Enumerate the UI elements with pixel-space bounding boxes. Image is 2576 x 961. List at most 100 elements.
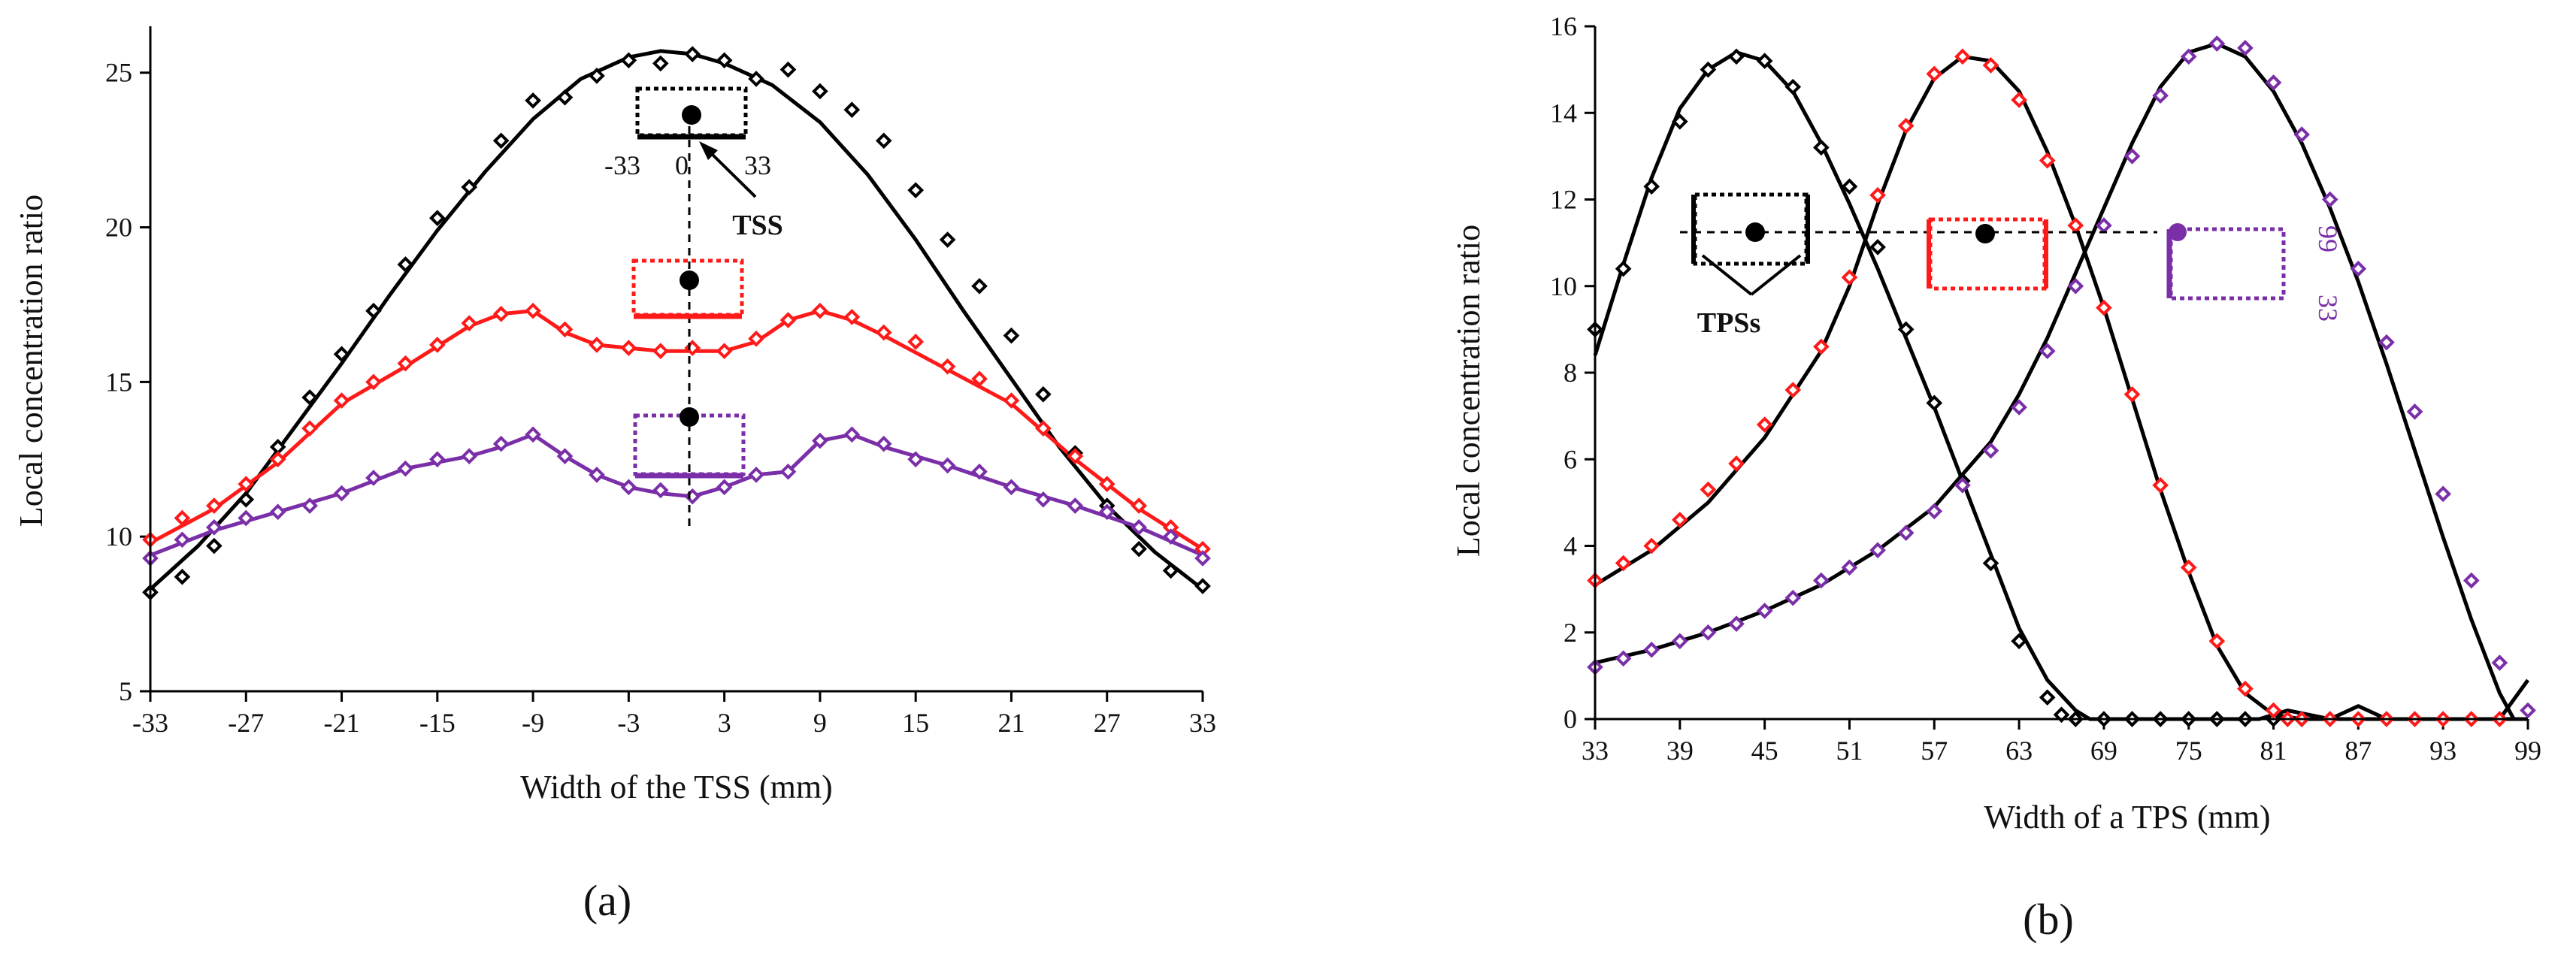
tps-dot-black [1745, 222, 1765, 242]
chart-b-ylabel: Local concentration ratio [1450, 225, 1487, 557]
purple-data-point [716, 479, 733, 496]
chart-b-annotations: TPSs 99 33 [1680, 192, 2343, 339]
black-data-point [333, 346, 350, 363]
black-data-point [1784, 78, 1802, 95]
x-tick-label: 21 [997, 708, 1025, 738]
y-tick-label: 10 [105, 521, 132, 552]
chart-b-ticks: 33 39 45 51 57 63 69 75 81 87 93 99 0 2 4 6 8 10 12 14 16 [1550, 11, 2541, 766]
purple-data-point [1067, 497, 1084, 514]
black-data-point [1700, 61, 1717, 78]
tss-label-center: 0 [675, 150, 689, 180]
y-tick-label: 6 [1563, 444, 1577, 474]
red-data-point [301, 420, 318, 437]
red-data-point [1756, 416, 1773, 433]
purple-data-point [1897, 524, 1915, 542]
purple-data-point [812, 432, 828, 449]
black-data-point [1131, 540, 1147, 558]
purple-data-point [2491, 654, 2508, 671]
purple-data-point [1162, 528, 1179, 545]
black-data-point [2053, 706, 2070, 724]
red-data-point [907, 334, 925, 350]
tps-dot-red [1975, 224, 1995, 243]
black-data-point [525, 92, 541, 109]
y-tick-label: 10 [1550, 271, 1577, 301]
red-data-point [1035, 420, 1052, 437]
x-tick-label: 69 [2090, 736, 2117, 766]
x-tick-label: 99 [2514, 736, 2541, 766]
red-data-point [1784, 382, 1802, 398]
red-data-point [2096, 299, 2112, 316]
purple-data-point [2321, 191, 2338, 208]
x-tick-label: -27 [228, 708, 264, 738]
black-data-point [428, 210, 446, 227]
black-data-point [238, 491, 255, 508]
black-data-point [174, 568, 191, 585]
purple-data-point [2378, 334, 2395, 351]
red-data-point [206, 497, 222, 514]
purple-data-point [2067, 277, 2084, 295]
tss-label-left: -33 [604, 150, 640, 180]
purple-data-point [1194, 550, 1211, 567]
red-data-point [2208, 633, 2226, 650]
black-data-point [1756, 53, 1773, 69]
x-tick-label: 81 [2260, 736, 2287, 766]
red-data-point [428, 337, 446, 353]
x-tick-label: 3 [718, 708, 731, 738]
purple-data-point [2011, 399, 2027, 416]
y-tick-label: 4 [1563, 531, 1577, 561]
red-data-point [2067, 217, 2084, 234]
black-data-point [1813, 139, 1830, 156]
purple-data-point [492, 435, 510, 452]
purple-data-point [238, 509, 255, 527]
red-data-point [2237, 680, 2254, 697]
red-data-point [1728, 455, 1745, 472]
red-data-point [1897, 117, 1915, 134]
purple-data-point [269, 503, 286, 521]
x-tick-label: 87 [2344, 736, 2372, 766]
purple-data-point [2462, 572, 2480, 589]
purple-data-point [365, 470, 382, 486]
black-data-point [1926, 394, 1943, 412]
chart-b: 33 39 45 51 57 63 69 75 81 87 93 99 0 2 4 6 8 10 12 14 16 TP… [1450, 11, 2541, 944]
purple-data-point [2237, 39, 2254, 56]
purple-data-point [1700, 624, 1717, 641]
black-data-point [939, 231, 956, 248]
red-data-point [2180, 559, 2197, 576]
x-tick-label: 39 [1666, 736, 1694, 766]
red-data-point [620, 340, 637, 356]
red-data-point [556, 321, 574, 338]
purple-data-point [1035, 491, 1052, 508]
x-tick-label: 27 [1094, 708, 1121, 738]
y-tick-label: 0 [1563, 704, 1577, 734]
chart-b-axes [1594, 26, 2528, 721]
tps-box-purple [2169, 227, 2286, 301]
red-data-point [2265, 702, 2282, 719]
x-tick-label: -9 [522, 708, 544, 738]
black-data-point [2011, 633, 2027, 650]
chart-a-panel-label: (a) [583, 876, 631, 925]
purple-data-point [748, 467, 764, 483]
purple-data-point [1841, 559, 1858, 576]
tss-label-right: 33 [744, 150, 771, 180]
black-data-point [301, 389, 318, 406]
red-data-point [652, 343, 669, 360]
black-data-point [1841, 178, 1858, 195]
purple-data-point [1954, 476, 1971, 494]
tss-dot-red [680, 270, 699, 290]
y-tick-label: 12 [1550, 185, 1577, 215]
red-data-point [1926, 65, 1943, 83]
black-data-point [1003, 327, 1020, 344]
purple-data-point [2350, 260, 2367, 277]
purple-data-point [589, 467, 605, 483]
red-data-point [1131, 497, 1147, 514]
red-data-point [812, 302, 828, 319]
x-tick-label: -21 [324, 708, 360, 738]
purple-data-point [875, 435, 892, 452]
tss-arrow-line [707, 149, 757, 198]
tps-dot-purple [2169, 223, 2187, 241]
tps-purple-label-33: 33 [2313, 295, 2343, 322]
black-data-point [1615, 260, 1632, 277]
red-data-point [1671, 512, 1688, 528]
black-data-point [556, 89, 574, 106]
